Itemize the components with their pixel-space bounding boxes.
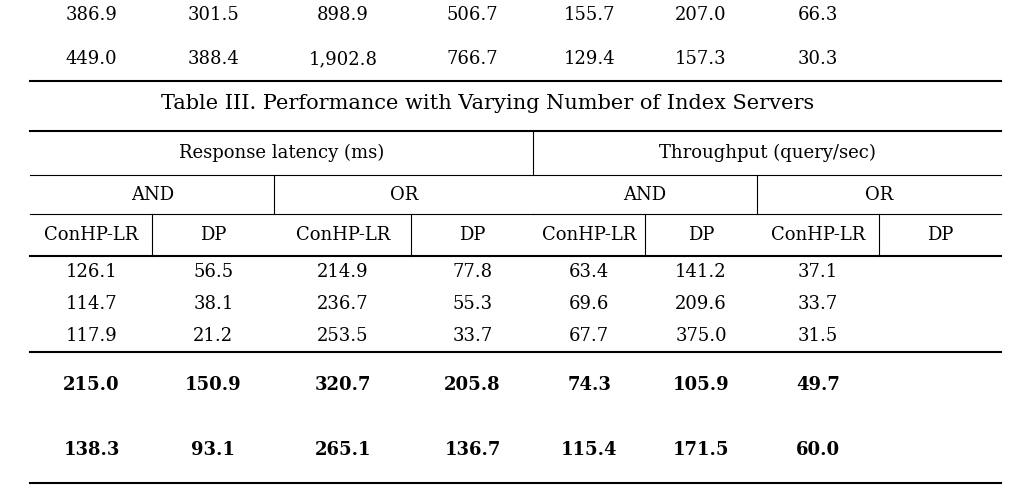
Text: DP: DP [200, 226, 227, 245]
Text: 386.9: 386.9 [65, 6, 118, 24]
Text: 236.7: 236.7 [317, 295, 369, 314]
Text: ConHP-LR: ConHP-LR [543, 226, 636, 245]
Text: 77.8: 77.8 [452, 263, 493, 282]
Text: 766.7: 766.7 [447, 50, 498, 68]
Text: AND: AND [624, 186, 666, 204]
Text: 105.9: 105.9 [673, 376, 729, 394]
Text: 207.0: 207.0 [676, 6, 726, 24]
Text: 21.2: 21.2 [193, 327, 234, 346]
Text: 301.5: 301.5 [188, 6, 239, 24]
Text: OR: OR [390, 186, 418, 204]
Text: 253.5: 253.5 [317, 327, 369, 346]
Text: Throughput (query/sec): Throughput (query/sec) [658, 143, 876, 162]
Text: 898.9: 898.9 [317, 6, 369, 24]
Text: 115.4: 115.4 [561, 441, 618, 459]
Text: 205.8: 205.8 [444, 376, 501, 394]
Text: 126.1: 126.1 [66, 263, 117, 282]
Text: AND: AND [131, 186, 174, 204]
Text: 215.0: 215.0 [63, 376, 120, 394]
Text: 30.3: 30.3 [798, 50, 838, 68]
Text: 56.5: 56.5 [193, 263, 234, 282]
Text: OR: OR [865, 186, 893, 204]
Text: 74.3: 74.3 [567, 376, 612, 394]
Text: ConHP-LR: ConHP-LR [296, 226, 390, 245]
Text: DP: DP [927, 226, 953, 245]
Text: 49.7: 49.7 [796, 376, 840, 394]
Text: 93.1: 93.1 [191, 441, 236, 459]
Text: 117.9: 117.9 [66, 327, 117, 346]
Text: 375.0: 375.0 [676, 327, 726, 346]
Text: 60.0: 60.0 [796, 441, 840, 459]
Text: 38.1: 38.1 [193, 295, 234, 314]
Text: 209.6: 209.6 [676, 295, 726, 314]
Text: 33.7: 33.7 [798, 295, 838, 314]
Text: 157.3: 157.3 [676, 50, 726, 68]
Text: 129.4: 129.4 [564, 50, 615, 68]
Text: Table III. Performance with Varying Number of Index Servers: Table III. Performance with Varying Numb… [162, 94, 814, 113]
Text: ConHP-LR: ConHP-LR [771, 226, 865, 245]
Text: 31.5: 31.5 [798, 327, 838, 346]
Text: 67.7: 67.7 [569, 327, 610, 346]
Text: 63.4: 63.4 [569, 263, 610, 282]
Text: 66.3: 66.3 [798, 6, 838, 24]
Text: 55.3: 55.3 [452, 295, 493, 314]
Text: 138.3: 138.3 [63, 441, 120, 459]
Text: 449.0: 449.0 [66, 50, 117, 68]
Text: 1,902.8: 1,902.8 [309, 50, 377, 68]
Text: 150.9: 150.9 [185, 376, 242, 394]
Text: 171.5: 171.5 [673, 441, 729, 459]
Text: 136.7: 136.7 [444, 441, 501, 459]
Text: DP: DP [688, 226, 714, 245]
Text: ConHP-LR: ConHP-LR [45, 226, 138, 245]
Text: DP: DP [459, 226, 486, 245]
Text: 37.1: 37.1 [798, 263, 838, 282]
Text: 265.1: 265.1 [315, 441, 371, 459]
Text: 214.9: 214.9 [317, 263, 369, 282]
Text: 155.7: 155.7 [564, 6, 615, 24]
Text: 320.7: 320.7 [315, 376, 371, 394]
Text: 141.2: 141.2 [676, 263, 726, 282]
Text: Response latency (ms): Response latency (ms) [179, 143, 385, 162]
Text: 69.6: 69.6 [569, 295, 610, 314]
Text: 33.7: 33.7 [452, 327, 493, 346]
Text: 114.7: 114.7 [66, 295, 117, 314]
Text: 506.7: 506.7 [447, 6, 498, 24]
Text: 388.4: 388.4 [188, 50, 239, 68]
